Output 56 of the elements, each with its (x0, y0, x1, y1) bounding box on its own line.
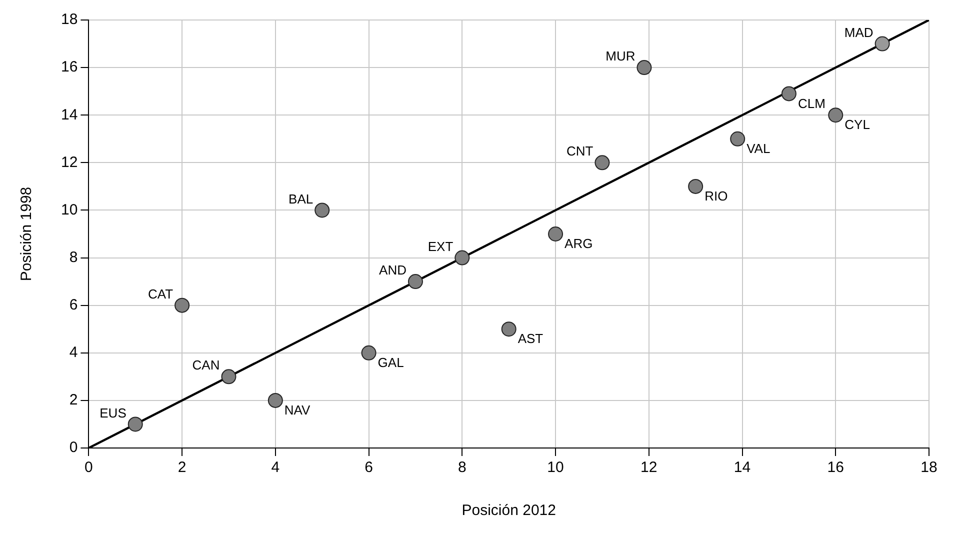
annotation: CAN (192, 358, 220, 373)
y-tick-label: 18 (60, 11, 78, 28)
point (594, 155, 610, 170)
annotation: NAV (284, 402, 311, 418)
point (730, 131, 746, 146)
point (314, 202, 330, 218)
x-tick-label: 12 (640, 459, 658, 476)
annotation: ARG (564, 236, 593, 252)
annotation: CAT (148, 286, 174, 302)
annotation: BAL (288, 191, 314, 206)
y-tick-label: 16 (60, 58, 78, 76)
point (361, 345, 376, 360)
point (636, 60, 652, 76)
y-tick-label: 4 (69, 344, 78, 362)
x-axis-title: Posición 2012 (462, 502, 556, 520)
point (454, 250, 470, 266)
y-tick-label: 14 (60, 106, 78, 124)
annotation: MUR (606, 48, 636, 64)
y-tick-label: 10 (60, 201, 78, 218)
point (688, 178, 704, 194)
y-tick-label: 2 (69, 392, 78, 409)
annotation: EUS (100, 405, 127, 420)
annotation: MAD (844, 24, 874, 40)
y-tick-label: 8 (69, 248, 78, 266)
x-tick-label: 16 (827, 459, 844, 476)
x-tick-label: 4 (271, 459, 280, 476)
point (501, 322, 516, 337)
annotation: EXT (428, 238, 454, 254)
y-tick-label: 12 (60, 154, 78, 171)
annotation: CYL (844, 117, 870, 132)
x-tick-label: 2 (178, 459, 186, 476)
annotation: VAL (746, 140, 770, 156)
point (781, 86, 796, 102)
y-tick-label: 6 (69, 296, 78, 314)
x-tick-label: 10 (547, 459, 564, 476)
point (874, 36, 890, 52)
point (174, 298, 190, 313)
annotation: AST (518, 331, 544, 346)
x-tick-label: 6 (364, 459, 373, 476)
point (828, 108, 844, 123)
annotation: CLM (798, 96, 826, 111)
point (548, 226, 564, 242)
point (408, 274, 423, 290)
y-tick-label: 0 (69, 439, 78, 456)
annotation: CNT (566, 144, 594, 159)
annotation: RIO (704, 188, 728, 204)
annotation: AND (379, 262, 406, 278)
x-tick-label: 8 (458, 459, 466, 476)
annotation: GAL (378, 354, 404, 370)
point (268, 392, 283, 408)
x-tick-label: 0 (84, 459, 93, 476)
point (128, 416, 143, 432)
x-tick-label: 18 (920, 459, 938, 476)
point (221, 369, 236, 384)
x-tick-label: 14 (734, 459, 751, 476)
y-axis-title: Posición 1998 (18, 186, 36, 282)
